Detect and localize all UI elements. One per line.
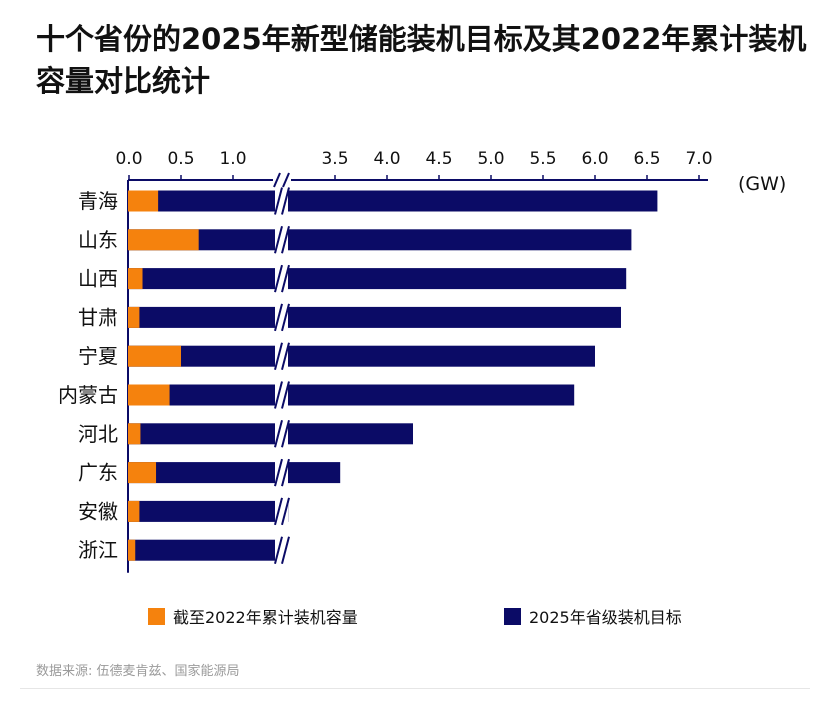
- x-tick-label: 0.5: [167, 149, 194, 169]
- break-slash: [281, 226, 290, 254]
- category-label: 青海: [78, 189, 118, 213]
- target-bar-right: [288, 229, 632, 251]
- legend-item-cumulative: 截至2022年累计装机容量: [148, 604, 358, 628]
- break-slash: [274, 342, 283, 370]
- break-slash: [274, 381, 283, 409]
- cumulative-bar: [128, 229, 199, 251]
- x-tick-label: 5.0: [477, 149, 504, 169]
- break-slash: [281, 381, 290, 409]
- cumulative-bar: [128, 423, 141, 445]
- break-slash: [281, 303, 290, 332]
- break-slash: [281, 458, 290, 487]
- x-tick-label: 3.5: [321, 149, 348, 169]
- break-slash: [274, 420, 283, 448]
- x-tick-label: 1.0: [219, 149, 246, 169]
- target-bar-right: [288, 462, 341, 484]
- cumulative-bar: [128, 345, 181, 367]
- break-slash: [274, 187, 283, 215]
- category-label: 山东: [78, 228, 118, 252]
- x-tick-label: 4.5: [425, 149, 452, 169]
- break-slash: [274, 497, 283, 526]
- break-slash: [281, 264, 290, 293]
- category-label: 河北: [78, 422, 118, 446]
- cumulative-bar: [128, 384, 170, 406]
- break-slash: [274, 226, 283, 254]
- axis-break-slash: [282, 172, 290, 188]
- legend-label-target: 2025年省级装机目标: [529, 608, 682, 627]
- target-bar-right: [288, 423, 413, 445]
- unit-label: (GW): [738, 173, 786, 195]
- legend-swatch-cumulative: [148, 607, 165, 625]
- break-slash: [281, 342, 290, 370]
- break-slash: [274, 303, 283, 332]
- target-bar-right: [288, 306, 621, 328]
- target-bar-left: [128, 500, 275, 522]
- x-tick-label: 7.0: [685, 149, 712, 169]
- target-bar-left: [128, 190, 275, 212]
- target-bar-right: [288, 345, 595, 367]
- break-slash: [274, 536, 283, 564]
- cumulative-bar: [128, 539, 136, 561]
- chart-title: 十个省份的2025年新型储能装机目标及其2022年累计装机容量对比统计: [36, 22, 807, 98]
- target-bar-right: [288, 190, 658, 212]
- cumulative-bar: [128, 462, 157, 484]
- legend-item-target: 2025年省级装机目标: [504, 604, 682, 628]
- target-bar-right: [288, 268, 627, 290]
- break-slash: [274, 458, 283, 487]
- cumulative-bar: [128, 500, 140, 522]
- axis-break-gap: [273, 175, 291, 185]
- category-label: 安徽: [78, 499, 118, 523]
- break-slash: [281, 420, 290, 448]
- target-bar-right: [288, 384, 575, 406]
- category-label: 内蒙古: [58, 383, 118, 407]
- target-bar-left: [128, 306, 275, 328]
- legend-swatch-target: [504, 607, 521, 625]
- bottom-divider: [20, 688, 810, 689]
- legend-label-cumulative: 截至2022年累计装机容量: [173, 608, 358, 627]
- target-bar-left: [128, 539, 275, 561]
- break-slash: [274, 264, 283, 293]
- x-tick-label: 6.5: [633, 149, 660, 169]
- category-label: 宁夏: [78, 344, 118, 368]
- break-slash: [281, 536, 290, 564]
- break-slash: [281, 497, 290, 526]
- category-label: 浙江: [78, 538, 118, 562]
- x-tick-label: 4.0: [373, 149, 400, 169]
- category-label: 广东: [78, 461, 118, 485]
- category-label: 山西: [78, 267, 118, 291]
- target-bar-left: [128, 462, 275, 484]
- target-bar-left: [128, 423, 275, 445]
- x-tick-label: 0.0: [115, 149, 142, 169]
- break-slash: [281, 187, 290, 215]
- x-tick-label: 5.5: [529, 149, 556, 169]
- cumulative-bar: [128, 268, 143, 290]
- axis-break-slash: [273, 172, 281, 188]
- cumulative-bar: [128, 190, 159, 212]
- x-tick-label: 6.0: [581, 149, 608, 169]
- source-note: 数据来源: 伍德麦肯兹、国家能源局: [36, 664, 240, 679]
- cumulative-bar: [128, 306, 140, 328]
- target-bar-left: [128, 268, 275, 290]
- category-label: 甘肃: [78, 305, 118, 329]
